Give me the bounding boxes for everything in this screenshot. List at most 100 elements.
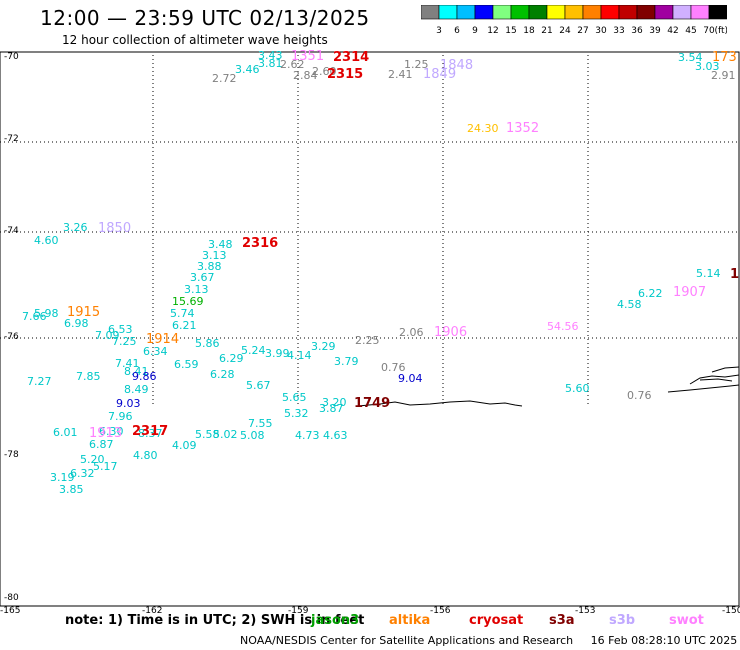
wave-height-label: 5.08: [240, 429, 265, 442]
wave-height-label: 3.87: [319, 402, 344, 415]
colorbar-tick-label: 45: [685, 26, 696, 36]
wave-height-label: 2.91: [711, 69, 736, 82]
legend-item-s3b: s3b: [609, 613, 636, 628]
colorbar-tick-label: 27: [577, 26, 588, 36]
wave-height-label: 4.09: [172, 439, 197, 452]
longitude-label: -162: [142, 606, 163, 616]
longitude-label: -159: [288, 606, 309, 616]
wave-height-label: 0.76: [381, 361, 406, 374]
pass-time-label: 2314: [333, 50, 370, 65]
wave-height-label: 5.24: [241, 344, 266, 357]
wave-height-label: 2.72: [212, 72, 237, 85]
wave-height-label: 4.73: [295, 429, 320, 442]
pass-time-label: 1849: [423, 67, 457, 82]
pass-time-label: 1848: [440, 58, 474, 73]
credit-text: NOAA/NESDIS Center for Satellite Applica…: [240, 634, 574, 647]
wave-height-label: 7.96: [108, 410, 133, 423]
pass-time-label: 1: [730, 267, 740, 282]
wave-height-label: 5.74: [170, 307, 195, 320]
wave-height-label: 7.09: [95, 329, 120, 342]
wave-height-label: 1.25: [404, 58, 429, 71]
footer-credit: NOAA/NESDIS Center for Satellite Applica…: [240, 634, 737, 647]
wave-height-label: 6.21: [172, 319, 197, 332]
wave-height-label: 3.46: [235, 63, 260, 76]
wave-height-label: 3.13: [202, 249, 227, 262]
wave-height-label: 2.60: [312, 65, 337, 78]
wave-height-label: 6.32: [70, 467, 95, 480]
wave-height-label: 4.80: [133, 449, 158, 462]
wave-height-label: 54.56: [547, 320, 579, 333]
latitude-label: -74: [4, 226, 19, 236]
legend-item-cryosat: cryosat: [469, 613, 524, 628]
wave-height-label: 5.32: [284, 407, 309, 420]
colorbar-swatch: [708, 5, 727, 20]
colorbar-tick-label: 33: [613, 26, 624, 36]
wave-height-label: 5.20: [80, 453, 105, 466]
wave-height-label: 4.60: [34, 234, 59, 247]
wave-height-label: 5.02: [213, 428, 238, 441]
wave-height-label: 5.86: [195, 337, 220, 350]
wave-height-label: 6.53: [108, 323, 133, 336]
latitude-label: -78: [4, 450, 19, 460]
legend-item-altika: altika: [389, 613, 431, 628]
wave-height-label: 5.60: [565, 382, 590, 395]
colorbar-tick-label: 9: [472, 26, 478, 36]
legend-item-swot: swot: [669, 613, 704, 628]
wave-height-label: 2.84: [293, 69, 318, 82]
wave-height-label: 5.14: [696, 267, 721, 280]
wave-height-label: 24.30: [467, 122, 499, 135]
wave-height-label: 4.63: [323, 429, 348, 442]
latitude-label: -80: [4, 593, 19, 603]
wave-height-label: 3.13: [184, 283, 209, 296]
wave-height-label: 6.87: [89, 438, 114, 451]
colorbar-tick-label: 42: [667, 26, 678, 36]
wave-height-label: 4.58: [617, 298, 642, 311]
wave-height-label: 3.99: [265, 347, 290, 360]
legend-item-jason3: jason3: [311, 613, 360, 628]
wave-height-label: 9.86: [132, 370, 157, 383]
wave-height-label: 5.98: [34, 307, 59, 320]
map-subtitle: 12 hour collection of altimeter wave hei…: [62, 33, 328, 47]
colorbar-tick-label: 18: [523, 26, 535, 36]
colorbar-tick-label: 6: [454, 26, 460, 36]
footer-note: note: 1) Time is in UTC; 2) SWH is in fe…: [65, 613, 364, 628]
wave-height-label: 5.65: [282, 391, 307, 404]
wave-height-label: 7.25: [112, 335, 137, 348]
wave-height-label: 7.66: [22, 310, 47, 323]
colorbar-tick-label: 70: [703, 26, 715, 36]
wave-height-label: 7.85: [76, 370, 101, 383]
wave-height-label: 3.79: [334, 355, 359, 368]
color-scale-legend: 3 6 9 12 15 18 21 24 27 30 33 36 39 42 45 70 (ft): [421, 5, 727, 36]
wave-height-label: 3.19: [50, 471, 75, 484]
wave-height-label: 6.01: [53, 426, 78, 439]
pass-time-label: 2316: [242, 236, 279, 251]
pass-time-label: 2317: [132, 424, 169, 439]
latitude-label: -72: [4, 134, 19, 144]
wave-height-label: 6.29: [219, 352, 244, 365]
wave-height-label: 3.48: [208, 238, 233, 251]
pass-time-label: 2315: [327, 67, 364, 82]
wave-height-label: 6.34: [143, 345, 168, 358]
wave-height-label: 8.49: [124, 383, 149, 396]
colorbar-tick-label: 3: [436, 26, 442, 36]
note-text: note: 1) Time is in UTC; 2) SWH is in fe…: [65, 613, 365, 628]
timestamp-text: 16 Feb 08:28:10 UTC 2025: [590, 634, 738, 647]
wave-height-label: 7.55: [248, 417, 273, 430]
wave-height-label: 3.85: [59, 483, 84, 496]
wave-height-label: 15.69: [172, 295, 204, 308]
longitude-label: -150: [722, 606, 740, 616]
wave-height-label: 2.06: [399, 326, 424, 339]
latitude-label: -76: [4, 332, 19, 342]
wave-height-label: 3.43: [258, 49, 283, 62]
wave-height-label: 6.22: [638, 287, 663, 300]
legend-item-s3a: s3a: [549, 613, 575, 628]
colorbar-tick-label: 15: [505, 26, 516, 36]
pass-time-label: 1914: [146, 332, 180, 347]
longitude-label: -153: [575, 606, 596, 616]
wave-height-label: 5.17: [93, 460, 118, 473]
pass-time-label: 1352: [506, 121, 540, 136]
wave-height-label: 8.37: [138, 427, 163, 440]
colorbar-tick-label: 30: [595, 26, 607, 36]
wave-height-label: 6.28: [210, 368, 235, 381]
